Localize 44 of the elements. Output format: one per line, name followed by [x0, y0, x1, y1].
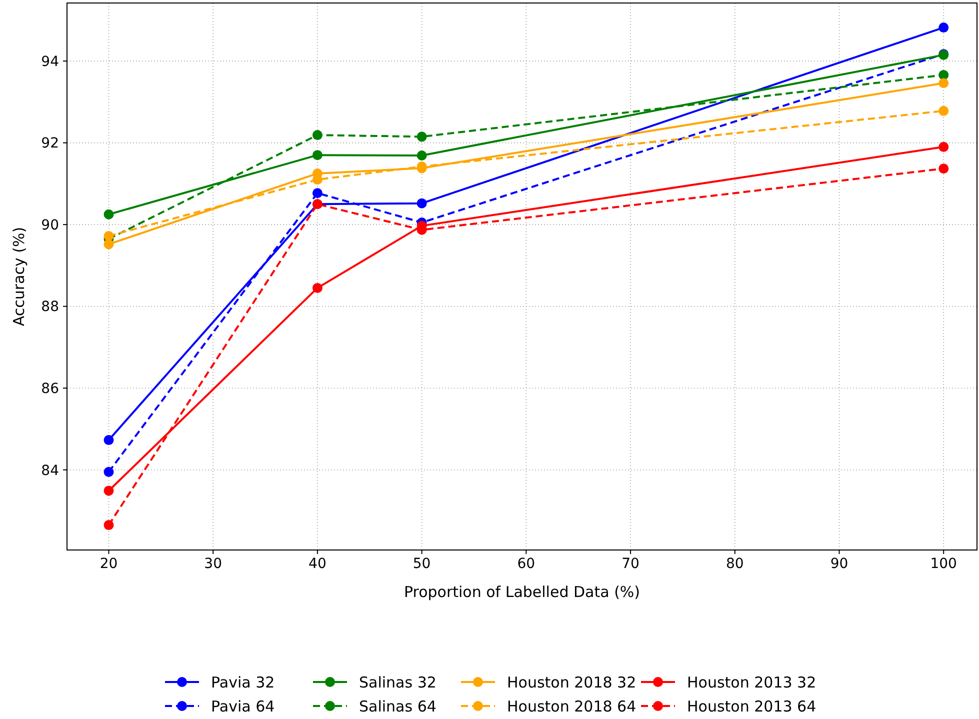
y-tick-label: 86 [41, 381, 60, 398]
x-tick-label: 100 [930, 556, 957, 572]
legend-label: Houston 2013 64 [687, 697, 816, 716]
point [938, 106, 949, 116]
x-tick-label: 90 [830, 556, 848, 572]
y-tick-label: 94 [41, 54, 60, 70]
legend-label: Houston 2013 32 [687, 673, 816, 692]
legend-label: Salinas 32 [359, 673, 436, 692]
legend-label: Salinas 64 [359, 697, 436, 716]
x-tick-label: 50 [412, 556, 431, 572]
x-tick-label: 30 [204, 556, 222, 572]
legend-label: Pavia 64 [211, 697, 275, 716]
point [104, 209, 114, 220]
point [938, 164, 949, 174]
point [104, 435, 114, 446]
x-tick-label: 20 [100, 556, 118, 572]
point [312, 150, 322, 160]
x-tick-label: 40 [308, 556, 326, 572]
point [938, 78, 949, 88]
point [416, 198, 427, 208]
legend-label: Houston 2018 64 [507, 697, 636, 716]
point [938, 22, 949, 33]
legend-label: Pavia 32 [211, 673, 275, 692]
point [416, 132, 427, 142]
y-tick-label: 92 [41, 136, 59, 152]
point [416, 150, 427, 160]
point [104, 466, 114, 477]
point [312, 188, 322, 198]
x-tick-label: 80 [726, 556, 744, 572]
y-tick-label: 88 [41, 299, 59, 316]
point [938, 70, 949, 80]
x-tick-label: 70 [622, 556, 640, 572]
legend-label: Houston 2018 32 [507, 673, 636, 692]
point [312, 130, 322, 140]
point [312, 282, 322, 293]
point [104, 520, 114, 530]
y-tick-label: 90 [41, 217, 59, 234]
point [104, 486, 114, 496]
point [312, 174, 322, 185]
x-tick-label: 60 [517, 556, 536, 572]
y-axis-title: Accuracy (%) [10, 226, 28, 326]
x-axis-title: Proportion of Labelled Data (%) [404, 583, 640, 601]
point [938, 142, 949, 152]
y-tick-label: 84 [41, 462, 60, 479]
